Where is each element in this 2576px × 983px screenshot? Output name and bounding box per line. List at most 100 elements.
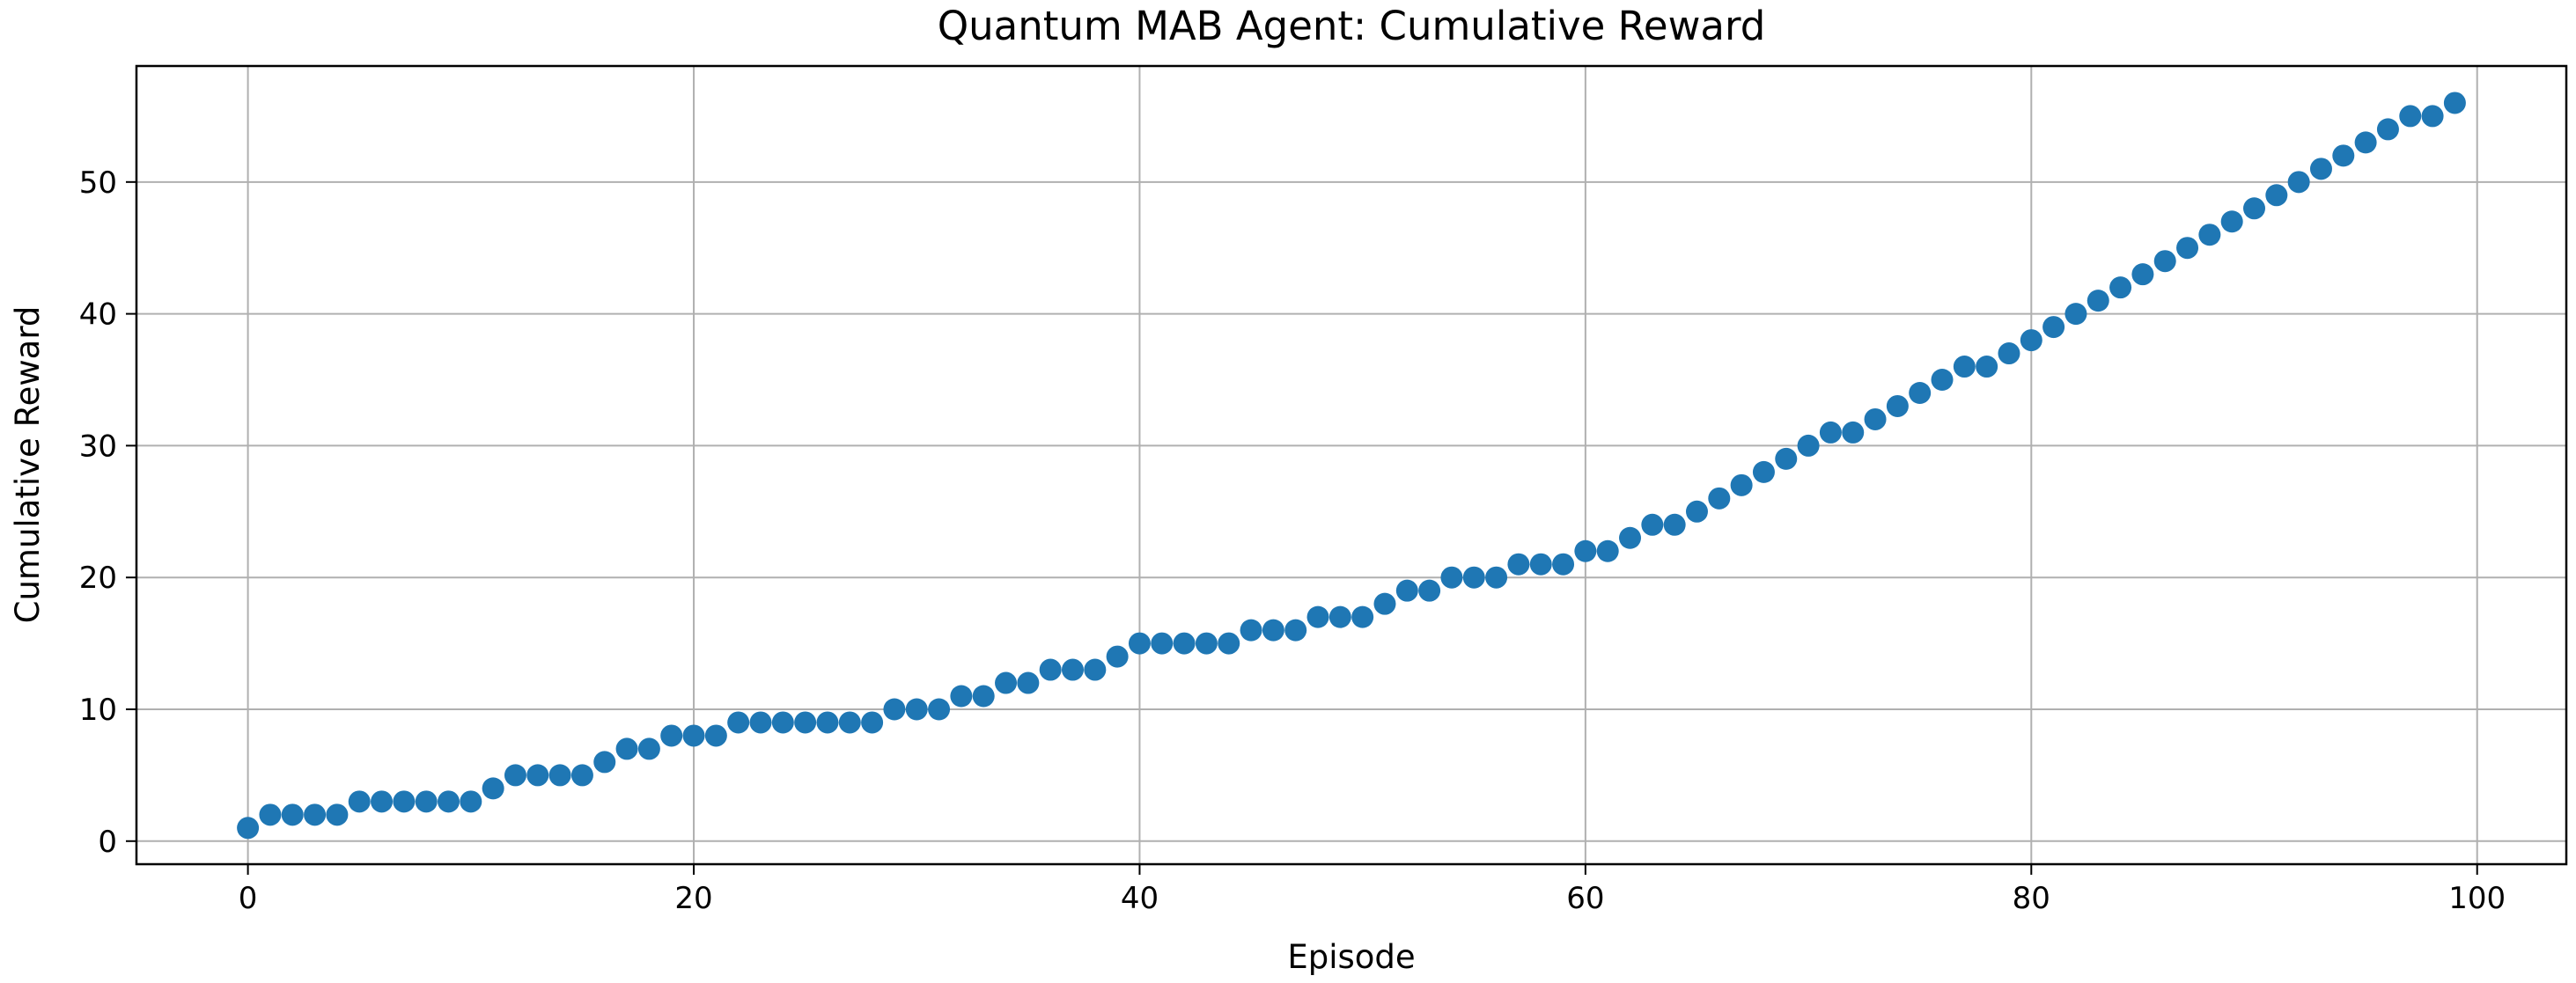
y-axis-ticks: 0 10 20 30 40 50 bbox=[79, 165, 136, 860]
chart-title: Quantum MAB Agent: Cumulative Reward bbox=[938, 3, 1766, 49]
data-point bbox=[794, 711, 817, 734]
data-point bbox=[1017, 671, 1040, 694]
data-point bbox=[2332, 144, 2355, 167]
data-point bbox=[1529, 553, 1552, 576]
x-tick-label: 100 bbox=[2448, 881, 2506, 916]
y-tick-label: 0 bbox=[98, 825, 117, 860]
data-point bbox=[1797, 434, 1820, 457]
data-point bbox=[2421, 105, 2444, 128]
data-point bbox=[1953, 356, 1976, 378]
data-point bbox=[593, 751, 616, 774]
data-point bbox=[1752, 460, 1775, 483]
data-point bbox=[1262, 619, 1284, 642]
data-point bbox=[1061, 658, 1084, 681]
data-point bbox=[2064, 303, 2087, 326]
data-point bbox=[972, 685, 995, 708]
data-point bbox=[1462, 566, 1485, 589]
data-point bbox=[2131, 263, 2154, 286]
data-point bbox=[1373, 592, 1396, 615]
y-tick-label: 10 bbox=[79, 693, 117, 728]
y-tick-label: 20 bbox=[79, 561, 117, 596]
data-point bbox=[2176, 237, 2199, 260]
data-point bbox=[1195, 632, 1218, 655]
data-point bbox=[1819, 421, 1842, 444]
data-point bbox=[1173, 632, 1196, 655]
data-point bbox=[2443, 92, 2466, 114]
data-point bbox=[1552, 553, 1575, 576]
data-point bbox=[1351, 605, 1374, 628]
data-point bbox=[1685, 500, 1708, 523]
data-point bbox=[1395, 579, 1418, 602]
data-point bbox=[1039, 658, 1062, 681]
data-point bbox=[548, 764, 571, 787]
data-point bbox=[1151, 632, 1174, 655]
y-tick-label: 40 bbox=[79, 297, 117, 333]
data-point bbox=[1328, 605, 1351, 628]
data-point bbox=[838, 711, 861, 734]
data-point bbox=[2243, 197, 2266, 220]
x-tick-label: 40 bbox=[1121, 881, 1159, 916]
data-point bbox=[2309, 158, 2332, 180]
data-point bbox=[1418, 579, 1441, 602]
data-point bbox=[1218, 632, 1240, 655]
data-point bbox=[1708, 487, 1731, 510]
data-point bbox=[1240, 619, 1262, 642]
data-point bbox=[749, 711, 772, 734]
data-point bbox=[1440, 566, 1463, 589]
data-point bbox=[2220, 210, 2243, 233]
data-point bbox=[2376, 118, 2399, 141]
data-point bbox=[437, 790, 460, 813]
data-point bbox=[1284, 619, 1307, 642]
data-point bbox=[1864, 407, 1887, 430]
data-points bbox=[237, 92, 2466, 840]
data-point bbox=[1619, 526, 1642, 549]
data-point bbox=[2042, 316, 2065, 339]
data-point bbox=[348, 790, 371, 813]
data-point bbox=[2087, 290, 2109, 312]
data-point bbox=[816, 711, 839, 734]
y-tick-label: 50 bbox=[79, 165, 117, 201]
data-point bbox=[905, 698, 928, 721]
data-point bbox=[660, 724, 683, 747]
data-point bbox=[950, 685, 973, 708]
data-point bbox=[883, 698, 906, 721]
data-point bbox=[861, 711, 884, 734]
data-point bbox=[682, 724, 705, 747]
data-point bbox=[1574, 539, 1597, 562]
data-point bbox=[2265, 184, 2288, 207]
data-point bbox=[1641, 513, 1664, 536]
data-point bbox=[637, 737, 660, 760]
data-point bbox=[704, 724, 727, 747]
y-tick-label: 30 bbox=[79, 429, 117, 464]
data-point bbox=[1842, 421, 1865, 444]
x-tick-label: 20 bbox=[674, 881, 712, 916]
data-point bbox=[1485, 566, 1508, 589]
data-point bbox=[2354, 131, 2377, 154]
data-point bbox=[460, 790, 482, 813]
data-point bbox=[1128, 632, 1151, 655]
data-point bbox=[415, 790, 438, 813]
data-point bbox=[1106, 645, 1129, 668]
data-point bbox=[371, 790, 394, 813]
data-point bbox=[570, 764, 593, 787]
data-point bbox=[1775, 447, 1798, 470]
data-point bbox=[1976, 356, 1998, 378]
plot-frame bbox=[135, 64, 2568, 866]
data-point bbox=[2109, 276, 2132, 299]
data-point bbox=[1306, 605, 1329, 628]
data-point bbox=[326, 803, 349, 826]
data-point bbox=[504, 764, 526, 787]
x-tick-label: 60 bbox=[1566, 881, 1604, 916]
data-point bbox=[928, 698, 951, 721]
data-point bbox=[615, 737, 638, 760]
data-point bbox=[1909, 381, 1932, 404]
data-point bbox=[1084, 658, 1107, 681]
x-tick-label: 80 bbox=[2013, 881, 2050, 916]
grid-lines bbox=[136, 66, 2566, 864]
data-point bbox=[1931, 369, 1954, 392]
data-point bbox=[526, 764, 549, 787]
data-point bbox=[2020, 329, 2042, 352]
data-point bbox=[1998, 342, 2020, 365]
